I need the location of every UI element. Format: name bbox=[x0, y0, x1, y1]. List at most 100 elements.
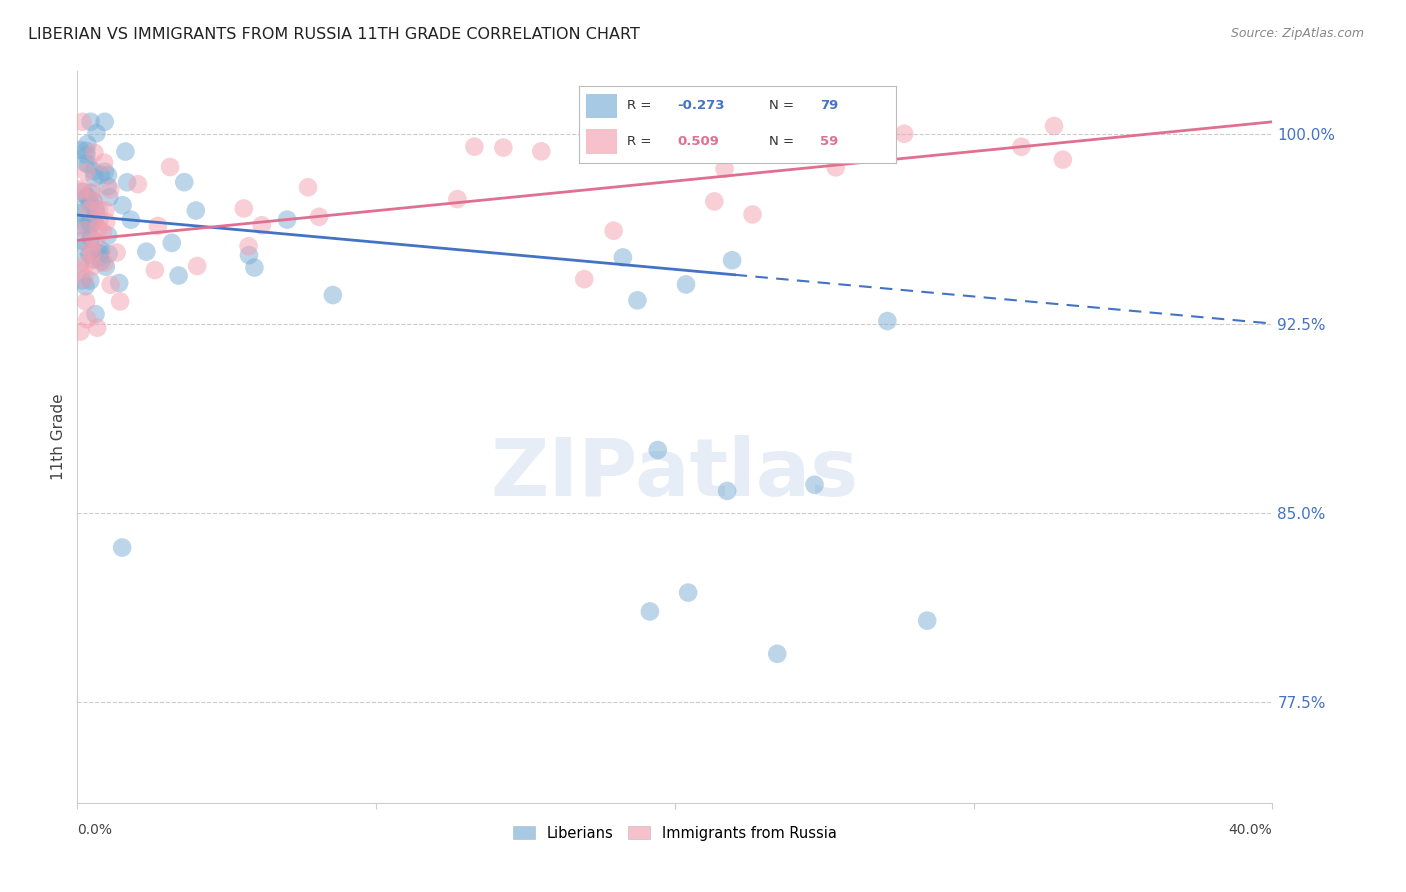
Point bbox=[82, 245, 104, 260]
Point bbox=[69, 325, 91, 339]
Point bbox=[79, 274, 101, 288]
Point bbox=[232, 202, 254, 216]
Point bbox=[89, 245, 111, 260]
Point bbox=[111, 541, 134, 555]
Point bbox=[1043, 119, 1066, 133]
Point bbox=[308, 210, 330, 224]
Point bbox=[87, 221, 110, 235]
Point bbox=[297, 180, 319, 194]
Point bbox=[75, 279, 97, 293]
Point bbox=[86, 320, 108, 334]
Point bbox=[146, 219, 169, 233]
Point bbox=[83, 145, 105, 160]
Point bbox=[716, 483, 738, 498]
Point bbox=[173, 175, 195, 189]
Point bbox=[77, 203, 100, 218]
Point bbox=[75, 223, 97, 237]
Point bbox=[79, 115, 101, 129]
Point bbox=[115, 175, 138, 189]
Point bbox=[574, 272, 596, 286]
Point bbox=[766, 647, 789, 661]
Text: LIBERIAN VS IMMIGRANTS FROM RUSSIA 11TH GRADE CORRELATION CHART: LIBERIAN VS IMMIGRANTS FROM RUSSIA 11TH … bbox=[28, 27, 640, 42]
Point bbox=[80, 230, 103, 244]
Point bbox=[89, 251, 111, 265]
Point bbox=[82, 185, 104, 199]
Point bbox=[69, 256, 91, 270]
Point bbox=[82, 212, 104, 227]
Point bbox=[75, 156, 97, 170]
Point bbox=[69, 219, 91, 233]
Point bbox=[84, 202, 107, 216]
Point bbox=[96, 215, 118, 229]
Point bbox=[86, 126, 108, 140]
Point bbox=[159, 160, 181, 174]
Text: ZIPatlas: ZIPatlas bbox=[491, 434, 859, 513]
Point bbox=[79, 196, 101, 211]
Point bbox=[77, 157, 100, 171]
Point bbox=[94, 164, 117, 178]
Point bbox=[711, 115, 734, 129]
Point bbox=[72, 185, 94, 199]
Point bbox=[616, 144, 638, 158]
Point bbox=[160, 235, 183, 250]
Point bbox=[108, 294, 131, 309]
Point bbox=[676, 585, 699, 599]
Point bbox=[94, 260, 117, 274]
Point bbox=[530, 145, 553, 159]
Point bbox=[83, 259, 105, 273]
Point bbox=[463, 139, 485, 153]
Point bbox=[89, 246, 111, 260]
Point bbox=[108, 276, 131, 290]
Point bbox=[322, 288, 344, 302]
Point bbox=[638, 604, 661, 618]
Point bbox=[238, 248, 260, 262]
Point bbox=[80, 186, 103, 201]
Point bbox=[97, 179, 120, 194]
Point bbox=[915, 614, 938, 628]
Point bbox=[84, 235, 107, 249]
Text: 40.0%: 40.0% bbox=[1229, 823, 1272, 837]
Point bbox=[97, 246, 120, 260]
Point bbox=[75, 294, 97, 309]
Point bbox=[803, 477, 825, 491]
Point bbox=[89, 213, 111, 227]
Point bbox=[721, 253, 744, 268]
Point bbox=[93, 155, 115, 169]
Point bbox=[93, 256, 115, 270]
Point bbox=[127, 177, 149, 191]
Point bbox=[703, 194, 725, 209]
Point bbox=[75, 165, 97, 179]
Point bbox=[70, 234, 93, 248]
Point bbox=[93, 115, 115, 129]
Point bbox=[97, 168, 120, 182]
Point bbox=[276, 212, 298, 227]
Text: 0.0%: 0.0% bbox=[77, 823, 112, 837]
Point bbox=[90, 244, 112, 258]
Point bbox=[186, 259, 208, 273]
Point bbox=[90, 168, 112, 182]
Point bbox=[893, 127, 915, 141]
Point bbox=[72, 115, 94, 129]
Point bbox=[79, 218, 101, 232]
Point bbox=[69, 184, 91, 198]
Point bbox=[75, 218, 97, 232]
Point bbox=[94, 203, 117, 218]
Point bbox=[76, 256, 98, 270]
Point bbox=[492, 140, 515, 154]
Point bbox=[73, 271, 96, 285]
Point bbox=[602, 224, 624, 238]
Point bbox=[73, 240, 96, 254]
Point bbox=[1052, 153, 1074, 167]
Point bbox=[69, 182, 91, 196]
Point bbox=[76, 190, 98, 204]
Point bbox=[84, 205, 107, 219]
Point bbox=[83, 170, 105, 185]
Point bbox=[626, 293, 648, 308]
Point bbox=[97, 228, 120, 243]
Point bbox=[741, 207, 763, 221]
Y-axis label: 11th Grade: 11th Grade bbox=[51, 393, 66, 481]
Point bbox=[446, 192, 468, 206]
Point bbox=[91, 225, 114, 239]
Point bbox=[243, 260, 266, 275]
Point bbox=[83, 252, 105, 267]
